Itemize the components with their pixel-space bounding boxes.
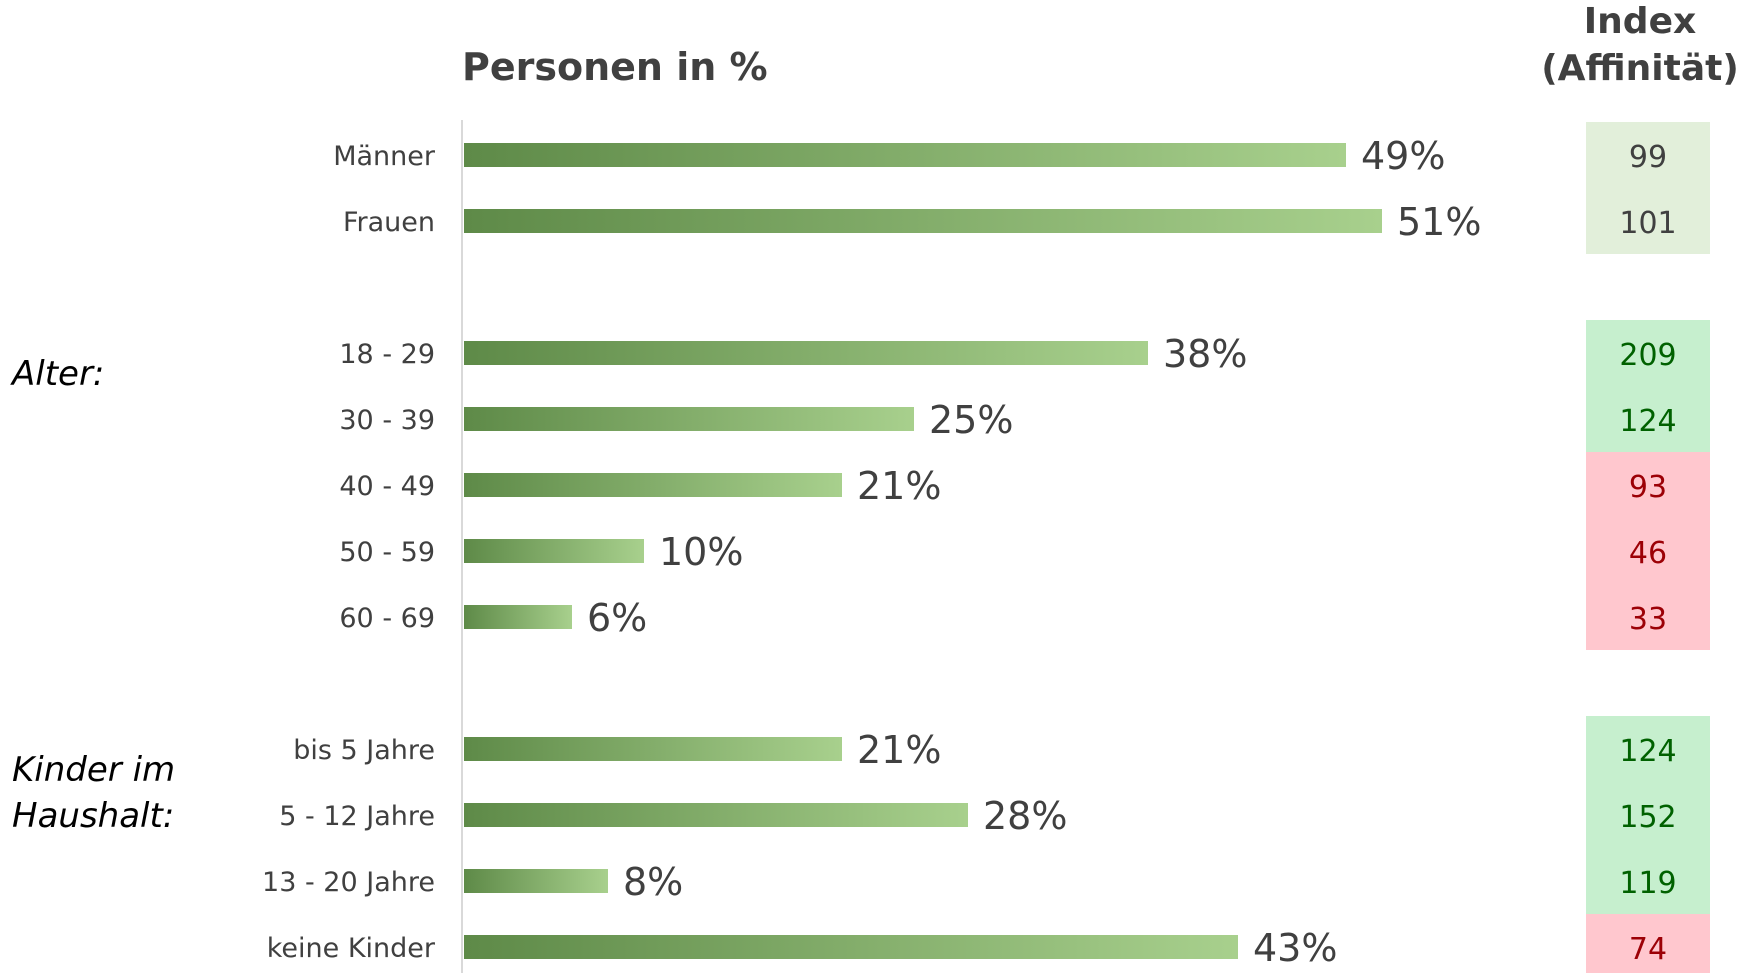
index-value: 209 [1619, 338, 1676, 373]
bar [464, 209, 1382, 233]
bar [464, 473, 842, 497]
value-label: 43% [1253, 926, 1337, 970]
category-label: 30 - 39 [339, 405, 435, 436]
index-cell [1586, 122, 1710, 188]
bar [464, 605, 572, 629]
bar [464, 143, 1346, 167]
bar [464, 407, 914, 431]
value-label: 21% [857, 464, 941, 508]
bar [464, 935, 1238, 959]
value-label: 10% [659, 530, 743, 574]
category-label: 50 - 59 [339, 537, 435, 568]
bar [464, 539, 644, 563]
bar [464, 341, 1148, 365]
bar [464, 803, 968, 827]
category-label: 40 - 49 [339, 471, 435, 502]
index-value: 119 [1619, 866, 1676, 901]
bar [464, 737, 842, 761]
index-value: 124 [1619, 404, 1676, 439]
index-value: 46 [1629, 536, 1667, 571]
index-header-line1: Index [1584, 1, 1696, 42]
index-header-line2: (Affinität) [1541, 48, 1739, 89]
group-label: Alter: [10, 354, 104, 394]
category-label: 18 - 29 [339, 339, 435, 370]
index-cell [1586, 914, 1710, 973]
index-cell [1586, 782, 1710, 848]
index-cell [1586, 386, 1710, 452]
category-label: Männer [333, 141, 436, 172]
category-label: Frauen [343, 207, 435, 238]
category-label: 5 - 12 Jahre [279, 801, 435, 832]
chart-title: Personen in % [462, 45, 768, 89]
value-label: 8% [623, 860, 683, 904]
index-cell [1586, 584, 1710, 650]
bar [464, 869, 608, 893]
value-label: 49% [1361, 134, 1445, 178]
index-cell [1586, 320, 1710, 386]
index-value: 152 [1619, 800, 1676, 835]
value-label: 21% [857, 728, 941, 772]
index-cell [1586, 848, 1710, 914]
category-label: bis 5 Jahre [293, 735, 435, 766]
value-label: 6% [587, 596, 647, 640]
index-cell [1586, 518, 1710, 584]
index-cell [1586, 188, 1710, 254]
value-label: 38% [1163, 332, 1247, 376]
chart-rows: Männer 49% 99 Frauen 51% 101 18 - 29 38% 209 30 -… [10, 122, 1710, 973]
category-label: 13 - 20 Jahre [262, 867, 435, 898]
index-cell [1586, 452, 1710, 518]
index-value: 124 [1619, 734, 1676, 769]
category-label: keine Kinder [267, 933, 436, 964]
category-label: 60 - 69 [339, 603, 435, 634]
value-label: 25% [929, 398, 1013, 442]
index-value: 93 [1629, 470, 1667, 505]
index-value: 101 [1619, 206, 1676, 241]
value-label: 28% [983, 794, 1067, 838]
index-value: 99 [1629, 140, 1667, 175]
group-label: Haushalt: [12, 796, 174, 836]
index-value: 74 [1629, 932, 1667, 967]
group-label: Kinder im [12, 750, 175, 790]
index-cell [1586, 716, 1710, 782]
value-label: 51% [1397, 200, 1481, 244]
index-value: 33 [1629, 602, 1667, 637]
